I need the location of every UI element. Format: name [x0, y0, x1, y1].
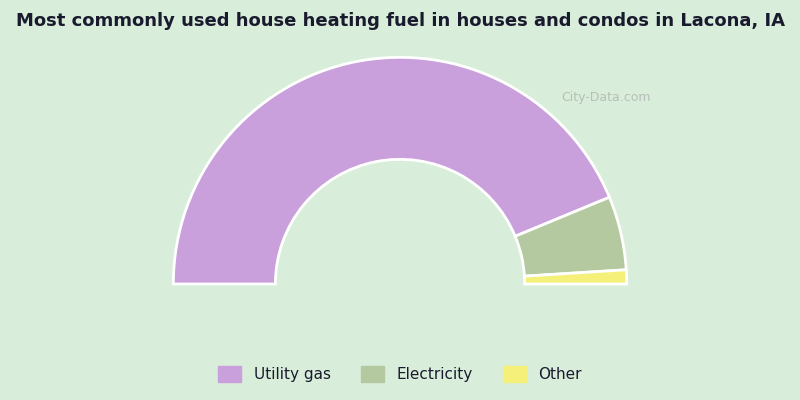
Wedge shape — [525, 270, 626, 284]
Text: Most commonly used house heating fuel in houses and condos in Lacona, IA: Most commonly used house heating fuel in… — [15, 12, 785, 30]
Text: City-Data.com: City-Data.com — [562, 90, 651, 104]
Wedge shape — [174, 57, 610, 284]
Wedge shape — [515, 197, 626, 276]
Legend: Utility gas, Electricity, Other: Utility gas, Electricity, Other — [212, 360, 588, 388]
